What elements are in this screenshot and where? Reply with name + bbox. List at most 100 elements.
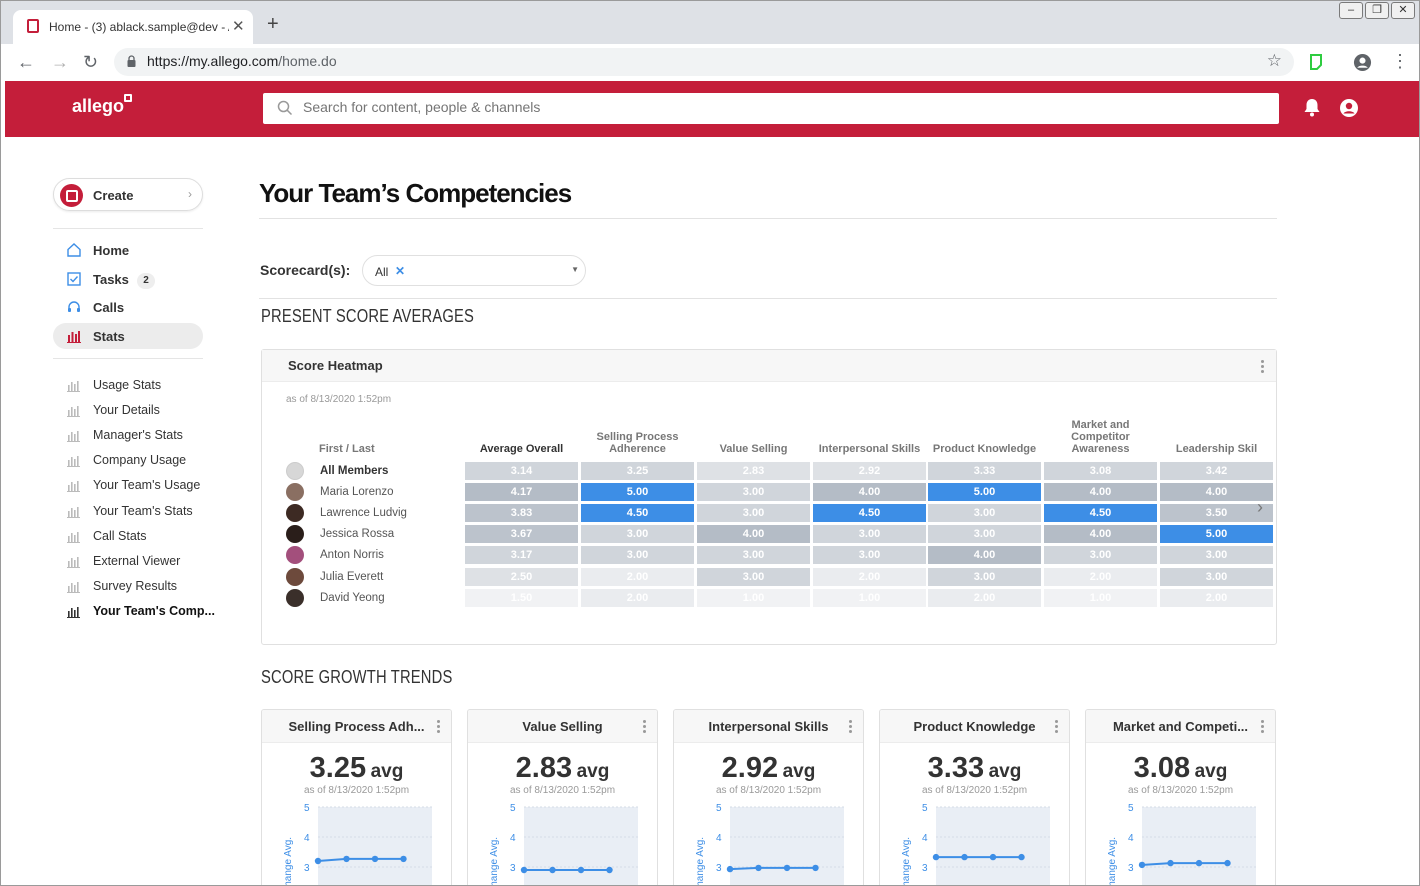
heatmap-cell[interactable]: 1.00 <box>697 588 810 607</box>
sidebar-item-stats[interactable]: Stats <box>53 323 203 349</box>
allego-logo[interactable]: allego <box>72 94 133 117</box>
heatmap-column-header[interactable]: Leadership Skil <box>1175 443 1258 455</box>
member-name[interactable]: David Yeong <box>320 591 385 604</box>
stats-subitem[interactable]: Your Details <box>53 399 223 421</box>
trend-point[interactable] <box>343 855 350 863</box>
search-input[interactable] <box>303 99 1203 115</box>
extension-icon[interactable] <box>1309 54 1323 70</box>
heatmap-cell[interactable]: 3.14 <box>465 462 578 480</box>
stats-subitem[interactable]: External Viewer <box>53 550 223 572</box>
heatmap-cell[interactable]: 3.00 <box>813 525 926 544</box>
trend-point[interactable] <box>989 853 997 861</box>
trend-point[interactable] <box>606 866 613 874</box>
heatmap-cell[interactable]: 2.00 <box>813 567 926 586</box>
stats-subitem[interactable]: Your Team's Comp... <box>53 600 223 622</box>
trend-point[interactable] <box>520 866 528 874</box>
heatmap-cell[interactable]: 2.50 <box>465 567 578 586</box>
heatmap-column-header[interactable]: Interpersonal Skills <box>818 443 921 455</box>
trend-point[interactable] <box>1195 859 1203 867</box>
more-options-icon[interactable] <box>1055 720 1058 735</box>
stats-subitem[interactable]: Your Team's Stats <box>53 500 223 522</box>
heatmap-cell[interactable]: 3.08 <box>1044 462 1157 480</box>
heatmap-cell[interactable]: 3.00 <box>1160 567 1273 586</box>
heatmap-column-header[interactable]: Value Selling <box>719 443 788 455</box>
heatmap-cell[interactable]: 4.50 <box>1044 504 1157 523</box>
sidebar-item-calls[interactable]: Calls <box>53 294 203 320</box>
heatmap-cell[interactable]: 2.00 <box>1044 567 1157 586</box>
trend-point[interactable] <box>577 866 585 874</box>
member-name[interactable]: Lawrence Ludvig <box>320 507 407 520</box>
heatmap-cell[interactable]: 3.00 <box>581 525 694 544</box>
scorecard-select[interactable]: All ✕ ▼ <box>362 255 586 286</box>
trend-point[interactable] <box>549 866 556 874</box>
heatmap-cell[interactable]: 4.17 <box>465 483 578 502</box>
heatmap-column-header[interactable]: Market and Competitor Awareness <box>1071 419 1130 455</box>
heatmap-cell[interactable]: 2.00 <box>1160 588 1273 607</box>
heatmap-cell[interactable]: 1.00 <box>1044 588 1157 607</box>
heatmap-cell[interactable]: 5.00 <box>1160 525 1273 544</box>
browser-tab[interactable]: Home - (3) ablack.sample@dev - Al ✕ <box>13 10 253 44</box>
heatmap-column-header[interactable]: Selling Process Adherence <box>596 431 679 455</box>
more-options-icon[interactable] <box>643 720 646 735</box>
heatmap-cell[interactable]: 4.00 <box>697 525 810 544</box>
heatmap-cell[interactable]: 3.00 <box>1160 546 1273 565</box>
trend-point[interactable] <box>812 864 819 872</box>
trend-point[interactable] <box>726 865 734 873</box>
heatmap-cell[interactable]: 3.00 <box>928 525 1041 544</box>
trend-point[interactable] <box>1167 859 1174 867</box>
stats-subitem[interactable]: Survey Results <box>53 575 223 597</box>
member-name[interactable]: All Members <box>320 465 389 477</box>
close-tab-icon[interactable]: ✕ <box>232 18 245 35</box>
heatmap-cell[interactable]: 3.83 <box>465 504 578 523</box>
heatmap-cell[interactable]: 4.50 <box>813 504 926 523</box>
heatmap-cell[interactable]: 4.50 <box>581 504 694 523</box>
notifications-bell-icon[interactable] <box>1303 98 1321 118</box>
stats-subitem[interactable]: Company Usage <box>53 449 223 471</box>
heatmap-column-header[interactable]: Average Overall <box>479 443 564 455</box>
heatmap-cell[interactable]: 2.00 <box>581 567 694 586</box>
heatmap-cell[interactable]: 3.33 <box>928 462 1041 480</box>
stats-subitem[interactable]: Manager's Stats <box>53 424 223 446</box>
trend-point[interactable] <box>932 853 940 861</box>
heatmap-cell[interactable]: 3.00 <box>697 546 810 565</box>
back-icon[interactable]: ← <box>17 52 35 72</box>
heatmap-cell[interactable]: 4.00 <box>813 483 926 502</box>
heatmap-cell[interactable]: 3.00 <box>697 567 810 586</box>
restore-icon[interactable]: ❐ <box>1365 2 1389 19</box>
remove-tag-icon[interactable]: ✕ <box>395 264 406 278</box>
heatmap-cell[interactable]: 2.00 <box>928 588 1041 607</box>
heatmap-cell[interactable]: 1.50 <box>465 588 578 607</box>
heatmap-cell[interactable]: 3.42 <box>1160 462 1273 480</box>
heatmap-cell[interactable]: 5.00 <box>928 483 1041 502</box>
heatmap-cell[interactable]: 3.17 <box>465 546 578 565</box>
heatmap-cell[interactable]: 3.00 <box>1044 546 1157 565</box>
reload-icon[interactable]: ↻ <box>83 52 99 72</box>
create-button[interactable]: Create › <box>53 178 203 211</box>
heatmap-cell[interactable]: 1.00 <box>813 588 926 607</box>
member-name[interactable]: Anton Norris <box>320 549 384 562</box>
minimize-icon[interactable]: – <box>1339 2 1363 19</box>
more-options-icon[interactable] <box>1261 360 1264 375</box>
heatmap-cell[interactable]: 3.00 <box>813 546 926 565</box>
trend-point[interactable] <box>1138 861 1146 869</box>
heatmap-cell[interactable]: 2.83 <box>697 462 810 480</box>
heatmap-cell[interactable]: 4.00 <box>1044 525 1157 544</box>
more-options-icon[interactable] <box>1261 720 1264 735</box>
new-tab-icon[interactable]: + <box>267 13 279 35</box>
trend-point[interactable] <box>783 864 791 872</box>
close-window-icon[interactable]: ✕ <box>1391 2 1415 19</box>
profile-icon[interactable] <box>1353 53 1372 72</box>
browser-menu-icon[interactable]: ⋮ <box>1391 51 1409 71</box>
heatmap-cell[interactable]: 3.67 <box>465 525 578 544</box>
heatmap-cell[interactable]: 3.25 <box>581 462 694 480</box>
forward-icon[interactable]: → <box>51 52 69 72</box>
sidebar-item-home[interactable]: Home <box>53 237 203 263</box>
heatmap-cell[interactable]: 3.00 <box>928 504 1041 523</box>
trend-point[interactable] <box>1018 853 1025 861</box>
stats-subitem[interactable]: Your Team's Usage <box>53 474 223 496</box>
heatmap-cell[interactable]: 3.00 <box>697 483 810 502</box>
trend-point[interactable] <box>314 857 322 865</box>
heatmap-cell[interactable]: 3.00 <box>581 546 694 565</box>
url-field[interactable]: https://my.allego.com/home.do ☆ <box>114 48 1294 76</box>
trend-point[interactable] <box>400 855 407 863</box>
